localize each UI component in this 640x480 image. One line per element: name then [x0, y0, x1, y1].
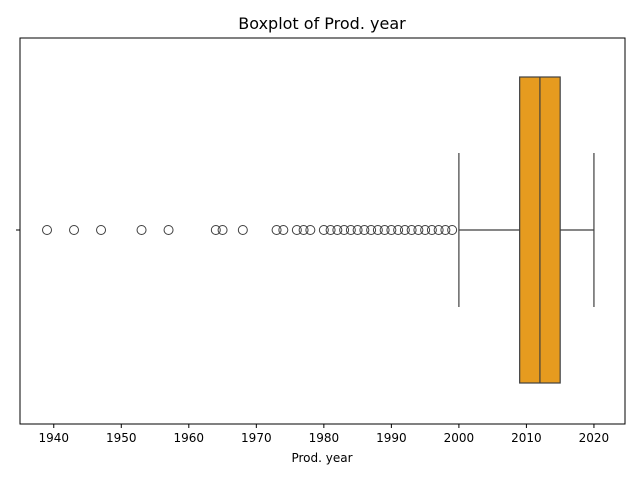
outlier-point: [325, 225, 336, 235]
outlier-point: [217, 225, 228, 235]
outlier-point: [136, 225, 147, 235]
plot-frame: [19, 37, 626, 425]
outlier-point: [359, 225, 370, 235]
outlier-point: [426, 225, 437, 235]
outlier-point: [440, 225, 451, 235]
x-tick-label: 1950: [106, 431, 137, 445]
x-tick-label: 2020: [579, 431, 610, 445]
outlier-point: [345, 225, 356, 235]
x-tick-label: 1980: [309, 431, 340, 445]
outlier-point: [163, 225, 174, 235]
outlier-point: [42, 225, 53, 235]
x-tick-label: 1960: [174, 431, 205, 445]
outlier-point: [210, 225, 221, 235]
outlier-point: [278, 225, 289, 235]
outlier-point: [339, 225, 350, 235]
outlier-point: [413, 225, 424, 235]
outlier-point: [420, 225, 431, 235]
outlier-point: [393, 225, 404, 235]
outlier-point: [372, 225, 383, 235]
outlier-point: [291, 225, 302, 235]
outlier-point: [332, 225, 343, 235]
outlier-point: [352, 225, 363, 235]
outlier-point: [305, 225, 316, 235]
outlier-point: [406, 225, 417, 235]
outlier-point: [379, 225, 390, 235]
outlier-point: [271, 225, 282, 235]
outlier-point: [386, 225, 397, 235]
x-tick-label: 2000: [444, 431, 475, 445]
outlier-point: [318, 225, 329, 235]
x-tick-label: 1940: [38, 431, 69, 445]
outlier-point: [96, 225, 107, 235]
outlier-point: [69, 225, 80, 235]
outlier-point: [366, 225, 377, 235]
x-tick-label: 1990: [376, 431, 407, 445]
outlier-point: [237, 225, 248, 235]
outlier-point: [399, 225, 410, 235]
chart-title: Boxplot of Prod. year: [238, 14, 406, 33]
outlier-point: [433, 225, 444, 235]
x-axis-label: Prod. year: [291, 451, 352, 465]
x-tick-label: 1970: [241, 431, 272, 445]
outlier-point: [447, 225, 458, 235]
outlier-point: [298, 225, 309, 235]
x-tick-label: 2010: [511, 431, 542, 445]
